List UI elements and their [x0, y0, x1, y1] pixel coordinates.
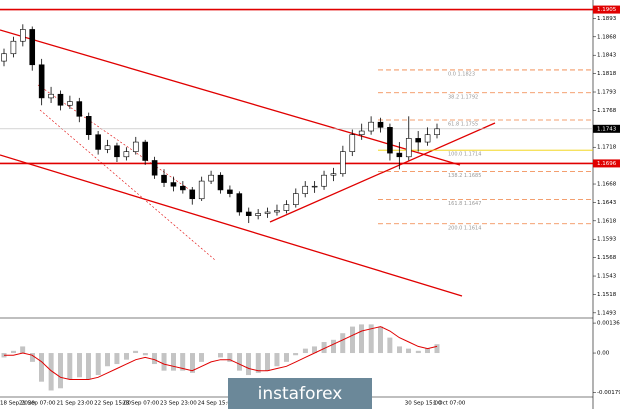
fib-label: 100.0 1.1714	[448, 152, 481, 158]
y-tick-label: 1.1793	[597, 90, 617, 96]
fib-label: 138.2 1.1685	[448, 173, 481, 179]
y-tick-label: 1.1568	[597, 255, 617, 261]
candle-body	[340, 151, 346, 175]
x-tick-label: 30 Sep 15:00	[405, 401, 442, 407]
candle-body	[1, 53, 7, 62]
channel-upper	[0, 29, 461, 166]
y-tick-label: 1.1868	[597, 34, 617, 40]
candle-body	[151, 160, 158, 176]
candle-body	[358, 130, 365, 136]
x-tick-label: 21 Sep 23:00	[56, 401, 93, 407]
level-label: 1.1743	[597, 126, 617, 132]
candle-body	[293, 193, 299, 205]
y-tick-label: 1.1643	[597, 200, 617, 206]
candle-body	[415, 138, 421, 143]
candle-body	[170, 182, 177, 187]
level-tag	[593, 159, 620, 168]
candle-body	[236, 193, 243, 213]
y-tick-label: 1.1818	[597, 71, 617, 77]
candle-body	[142, 141, 148, 161]
level-tag	[593, 124, 620, 133]
osc-y-tick-label: 0.00136	[597, 321, 620, 327]
candle-body	[349, 134, 356, 152]
osc-y-tick-label: -0.00179	[597, 390, 620, 396]
candle-body	[10, 40, 17, 55]
x-tick-label: 1 Oct 07:00	[433, 401, 466, 407]
trend-lines	[0, 29, 496, 297]
candle-body	[48, 93, 54, 99]
fib-label: 161.8 1.1647	[448, 201, 481, 207]
candle-body	[104, 145, 111, 150]
candle-body	[67, 101, 73, 106]
y-tick-label: 1.1518	[597, 292, 617, 298]
x-tick-label: 18 Sep 2020	[0, 401, 35, 407]
candle-body	[283, 204, 290, 211]
candle-body	[114, 145, 120, 158]
candle-body	[227, 189, 233, 194]
level-tag	[593, 5, 620, 14]
layer: 1.1893 1.1868 1.1843 1.1818 1.1793 1.1768 1.17…	[0, 5, 620, 407]
candle-body	[387, 127, 393, 154]
candle-body	[274, 210, 280, 213]
y-tick-label: 1.1493	[597, 310, 617, 316]
candle-body	[330, 173, 337, 176]
x-tick-label: 23 Sep 23:00	[160, 401, 197, 407]
channel-lower	[0, 154, 463, 297]
candle-body	[189, 189, 196, 200]
candle-body	[161, 174, 167, 183]
dotted-channel-upper	[37, 84, 191, 191]
y-tick-label: 1.1843	[597, 53, 617, 59]
osc-signal	[4, 326, 438, 380]
y-tick-label: 1.1668	[597, 182, 617, 188]
candle-body	[180, 185, 186, 191]
candle-body	[85, 116, 92, 136]
fib-label: 0.0 1.1823	[448, 71, 475, 77]
y-tick-label: 1.1718	[597, 145, 617, 151]
candle-body	[302, 185, 309, 194]
candle-body	[132, 141, 139, 152]
candle-body	[123, 151, 130, 158]
candle-body	[38, 64, 45, 99]
y-tick-label: 1.1893	[597, 16, 617, 22]
dotted-channel-lower	[39, 109, 216, 261]
watermark-box	[228, 378, 372, 409]
fib-label: 38.2 1.1792	[448, 94, 478, 100]
watermark: instaforex	[258, 384, 343, 404]
x-tick-label: 21 Sep 07:00	[19, 401, 56, 407]
y-tick-label: 1.1543	[597, 274, 617, 280]
support-trend	[269, 122, 496, 223]
candle-body	[245, 211, 252, 216]
x-tick-label: 23 Sep 07:00	[122, 401, 159, 407]
candle-body	[424, 134, 431, 143]
level-label: 1.1696	[597, 161, 617, 167]
candle-body	[255, 213, 261, 216]
candle-body	[57, 93, 64, 106]
candle-body	[264, 211, 271, 214]
candle-body	[20, 29, 26, 42]
candle-body	[198, 180, 205, 200]
candle-body	[217, 174, 224, 191]
candle-body	[377, 121, 384, 128]
candle-body	[396, 152, 403, 158]
y-tick-label: 1.1768	[597, 108, 617, 114]
candle-body	[321, 174, 327, 187]
y-tick-label: 1.1618	[597, 218, 617, 224]
x-tick-label: 22 Sep 15:00	[94, 401, 131, 407]
candle-body	[434, 128, 440, 136]
candle-body	[208, 174, 214, 182]
osc-y-tick-label: 0.00	[597, 351, 610, 357]
fib-label: 61.8 1.1755	[448, 121, 478, 127]
level-label: 1.1905	[597, 7, 617, 13]
candle-body	[29, 29, 36, 66]
y-tick-label: 1.1593	[597, 237, 617, 243]
candle-body	[95, 134, 101, 150]
fib-label: 200.0 1.1614	[448, 225, 481, 231]
x-tick-label: 24 Sep 15:00	[198, 401, 235, 407]
candle-body	[76, 101, 83, 117]
candle-body	[311, 185, 318, 188]
candle-body	[405, 138, 412, 158]
candle-body	[368, 121, 374, 132]
